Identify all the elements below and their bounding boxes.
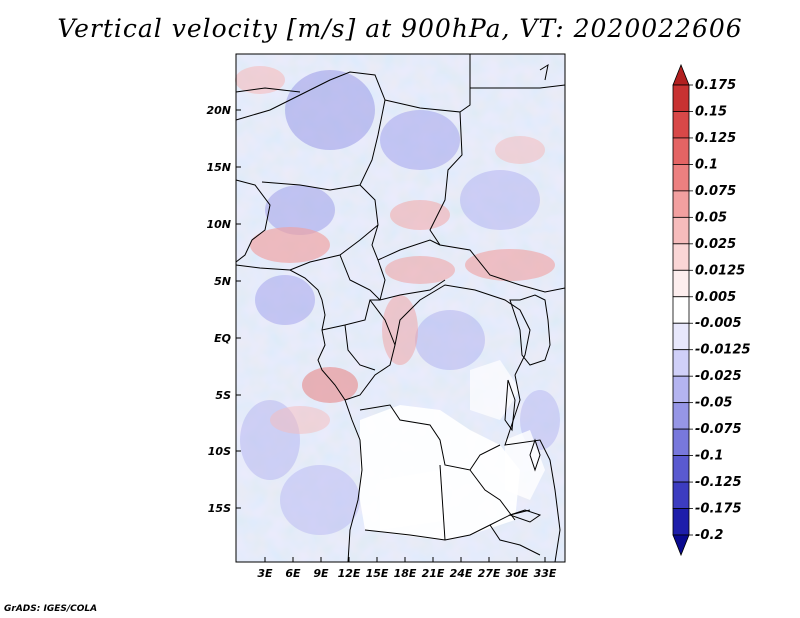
- colorbar-bin: [672, 269, 690, 298]
- lon-label: 12E: [338, 567, 361, 580]
- colorbar-bin: [672, 216, 690, 245]
- colorbar-label: -0.2: [695, 528, 723, 543]
- lon-label: 18E: [394, 567, 417, 580]
- lat-label: 20N: [206, 104, 231, 117]
- colorbar-label: 0.0125: [695, 263, 745, 278]
- lon-label: 27E: [478, 567, 501, 580]
- colorbar-bin: [672, 428, 690, 456]
- lat-label: 10S: [208, 445, 231, 458]
- lat-label: 15N: [206, 161, 231, 174]
- colorbar-bin: [672, 349, 690, 377]
- colorbar-label: 0.005: [695, 290, 736, 305]
- colorbar-bin: [672, 137, 690, 165]
- colorbar: 0.175 0.15 0.125 0.1 0.075 0.05 0.025 0.0125 0.0…: [672, 63, 751, 557]
- colorbar-label: -0.025: [695, 369, 742, 384]
- colorbar-label: -0.0125: [695, 343, 751, 358]
- colorbar-label: 0.15: [695, 104, 727, 119]
- lat-label: EQ: [214, 332, 231, 345]
- colorbar-bin: [672, 164, 690, 192]
- colorbar-bin: [672, 296, 690, 324]
- lon-label: 33E: [534, 567, 557, 580]
- lon-label: 9E: [313, 567, 329, 580]
- lat-label: 10N: [206, 218, 231, 231]
- lat-label: 15S: [208, 502, 231, 515]
- colorbar-top-arrow: [672, 63, 690, 86]
- colorbar-label: -0.125: [695, 475, 742, 490]
- lon-axis: 3E 6E 9E 12E 15E 18E 21E 24E 27E 30E 33E: [257, 557, 557, 580]
- colorbar-bin: [672, 455, 690, 483]
- map-title: Vertical velocity [m/s] at 900hPa, VT: 2…: [57, 14, 743, 43]
- colorbar-label: 0.125: [695, 131, 736, 146]
- colorbar-label: -0.075: [695, 422, 742, 437]
- colorbar-bin: [672, 508, 690, 536]
- lat-label: 5N: [214, 275, 231, 288]
- coastlines-borders: [235, 54, 566, 563]
- colorbar-bin: [672, 190, 690, 218]
- lat-axis: 20N 15N 10N 5N EQ 5S 10S 15S: [206, 104, 241, 515]
- colorbar-bin: [672, 111, 690, 139]
- lon-label: 3E: [257, 567, 273, 580]
- lon-label: 15E: [366, 567, 389, 580]
- lon-label: 6E: [285, 567, 301, 580]
- colorbar-label: 0.075: [695, 184, 736, 199]
- lon-label: 21E: [422, 567, 445, 580]
- colorbar-label: 0.025: [695, 237, 736, 252]
- colorbar-bottom-arrow: [672, 534, 690, 557]
- colorbar-label: 0.1: [695, 157, 718, 172]
- colorbar-bin: [672, 322, 690, 351]
- lon-label: 30E: [506, 567, 529, 580]
- lon-label: 24E: [450, 567, 473, 580]
- colorbar-bin: [672, 375, 690, 404]
- colorbar-bin: [672, 84, 690, 112]
- colorbar-label: 0.175: [695, 78, 736, 93]
- map-frame: [235, 53, 566, 563]
- colorbar-bin: [672, 243, 690, 271]
- colorbar-label: -0.05: [695, 396, 732, 411]
- colorbar-bin: [672, 402, 690, 430]
- colorbar-label: -0.005: [695, 316, 742, 331]
- colorbar-label: -0.1: [695, 449, 723, 464]
- velocity-field: [235, 54, 565, 562]
- colorbar-label: -0.175: [695, 502, 742, 517]
- grads-credit: GrADS: IGES/COLA: [4, 604, 98, 614]
- colorbar-bin: [672, 481, 690, 509]
- lat-label: 5S: [215, 389, 231, 402]
- colorbar-label: 0.05: [695, 210, 727, 225]
